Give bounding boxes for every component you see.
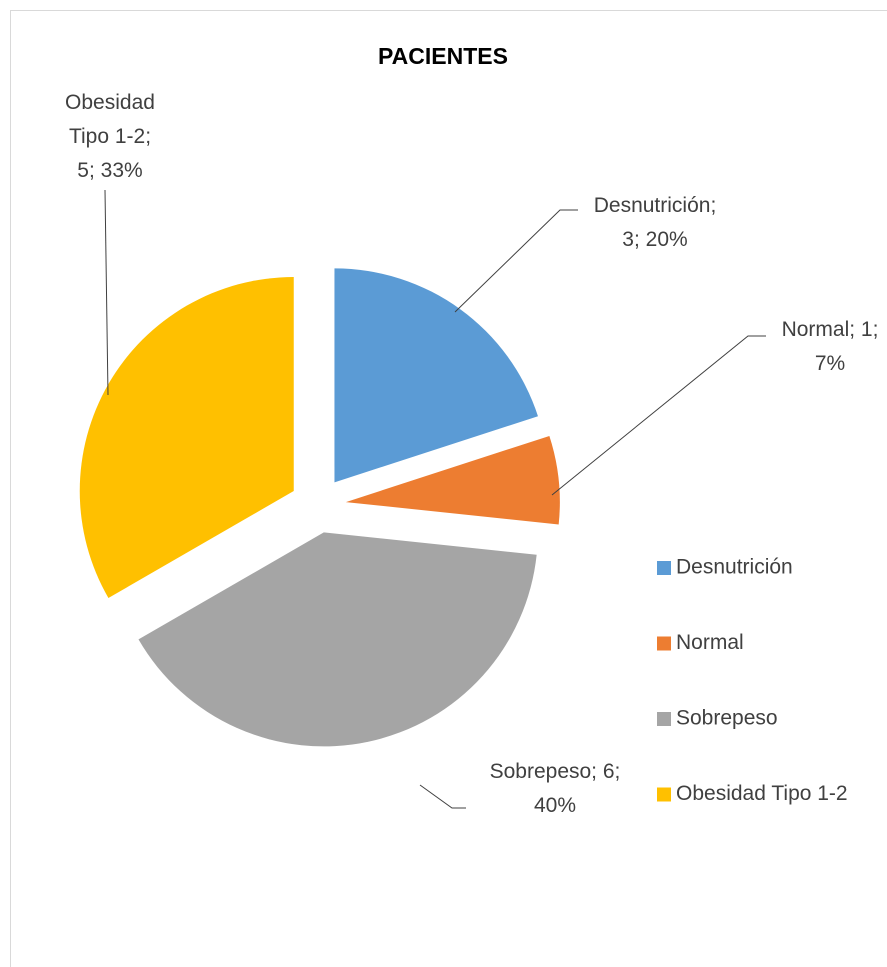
legend-swatch (657, 636, 671, 651)
leader-line (419, 784, 466, 809)
pie-slice (138, 532, 537, 747)
pie-slice (79, 277, 294, 598)
chart-title: PACIENTES (378, 43, 508, 69)
legend-label: Normal (676, 631, 744, 654)
data-label: Obesidad Tipo 1-2; 5; 33% (65, 91, 155, 182)
data-label: Normal; 1; 7% (782, 318, 879, 375)
leader-line (551, 335, 766, 496)
leader-line (104, 189, 109, 396)
legend-swatch (657, 712, 671, 726)
pie-slice (334, 268, 538, 483)
pie-slice (345, 435, 560, 525)
legend-label: Sobrepeso (676, 707, 778, 730)
legend-swatch (657, 561, 671, 575)
legend-label: Obesidad Tipo 1-2 (676, 782, 848, 805)
leader-line (454, 209, 578, 313)
legend-label: Desnutrición (676, 556, 793, 579)
legend-swatch (657, 787, 671, 802)
data-label: Sobrepeso; 6; 40% (490, 760, 621, 817)
data-label: Desnutrición; 3; 20% (594, 194, 717, 251)
